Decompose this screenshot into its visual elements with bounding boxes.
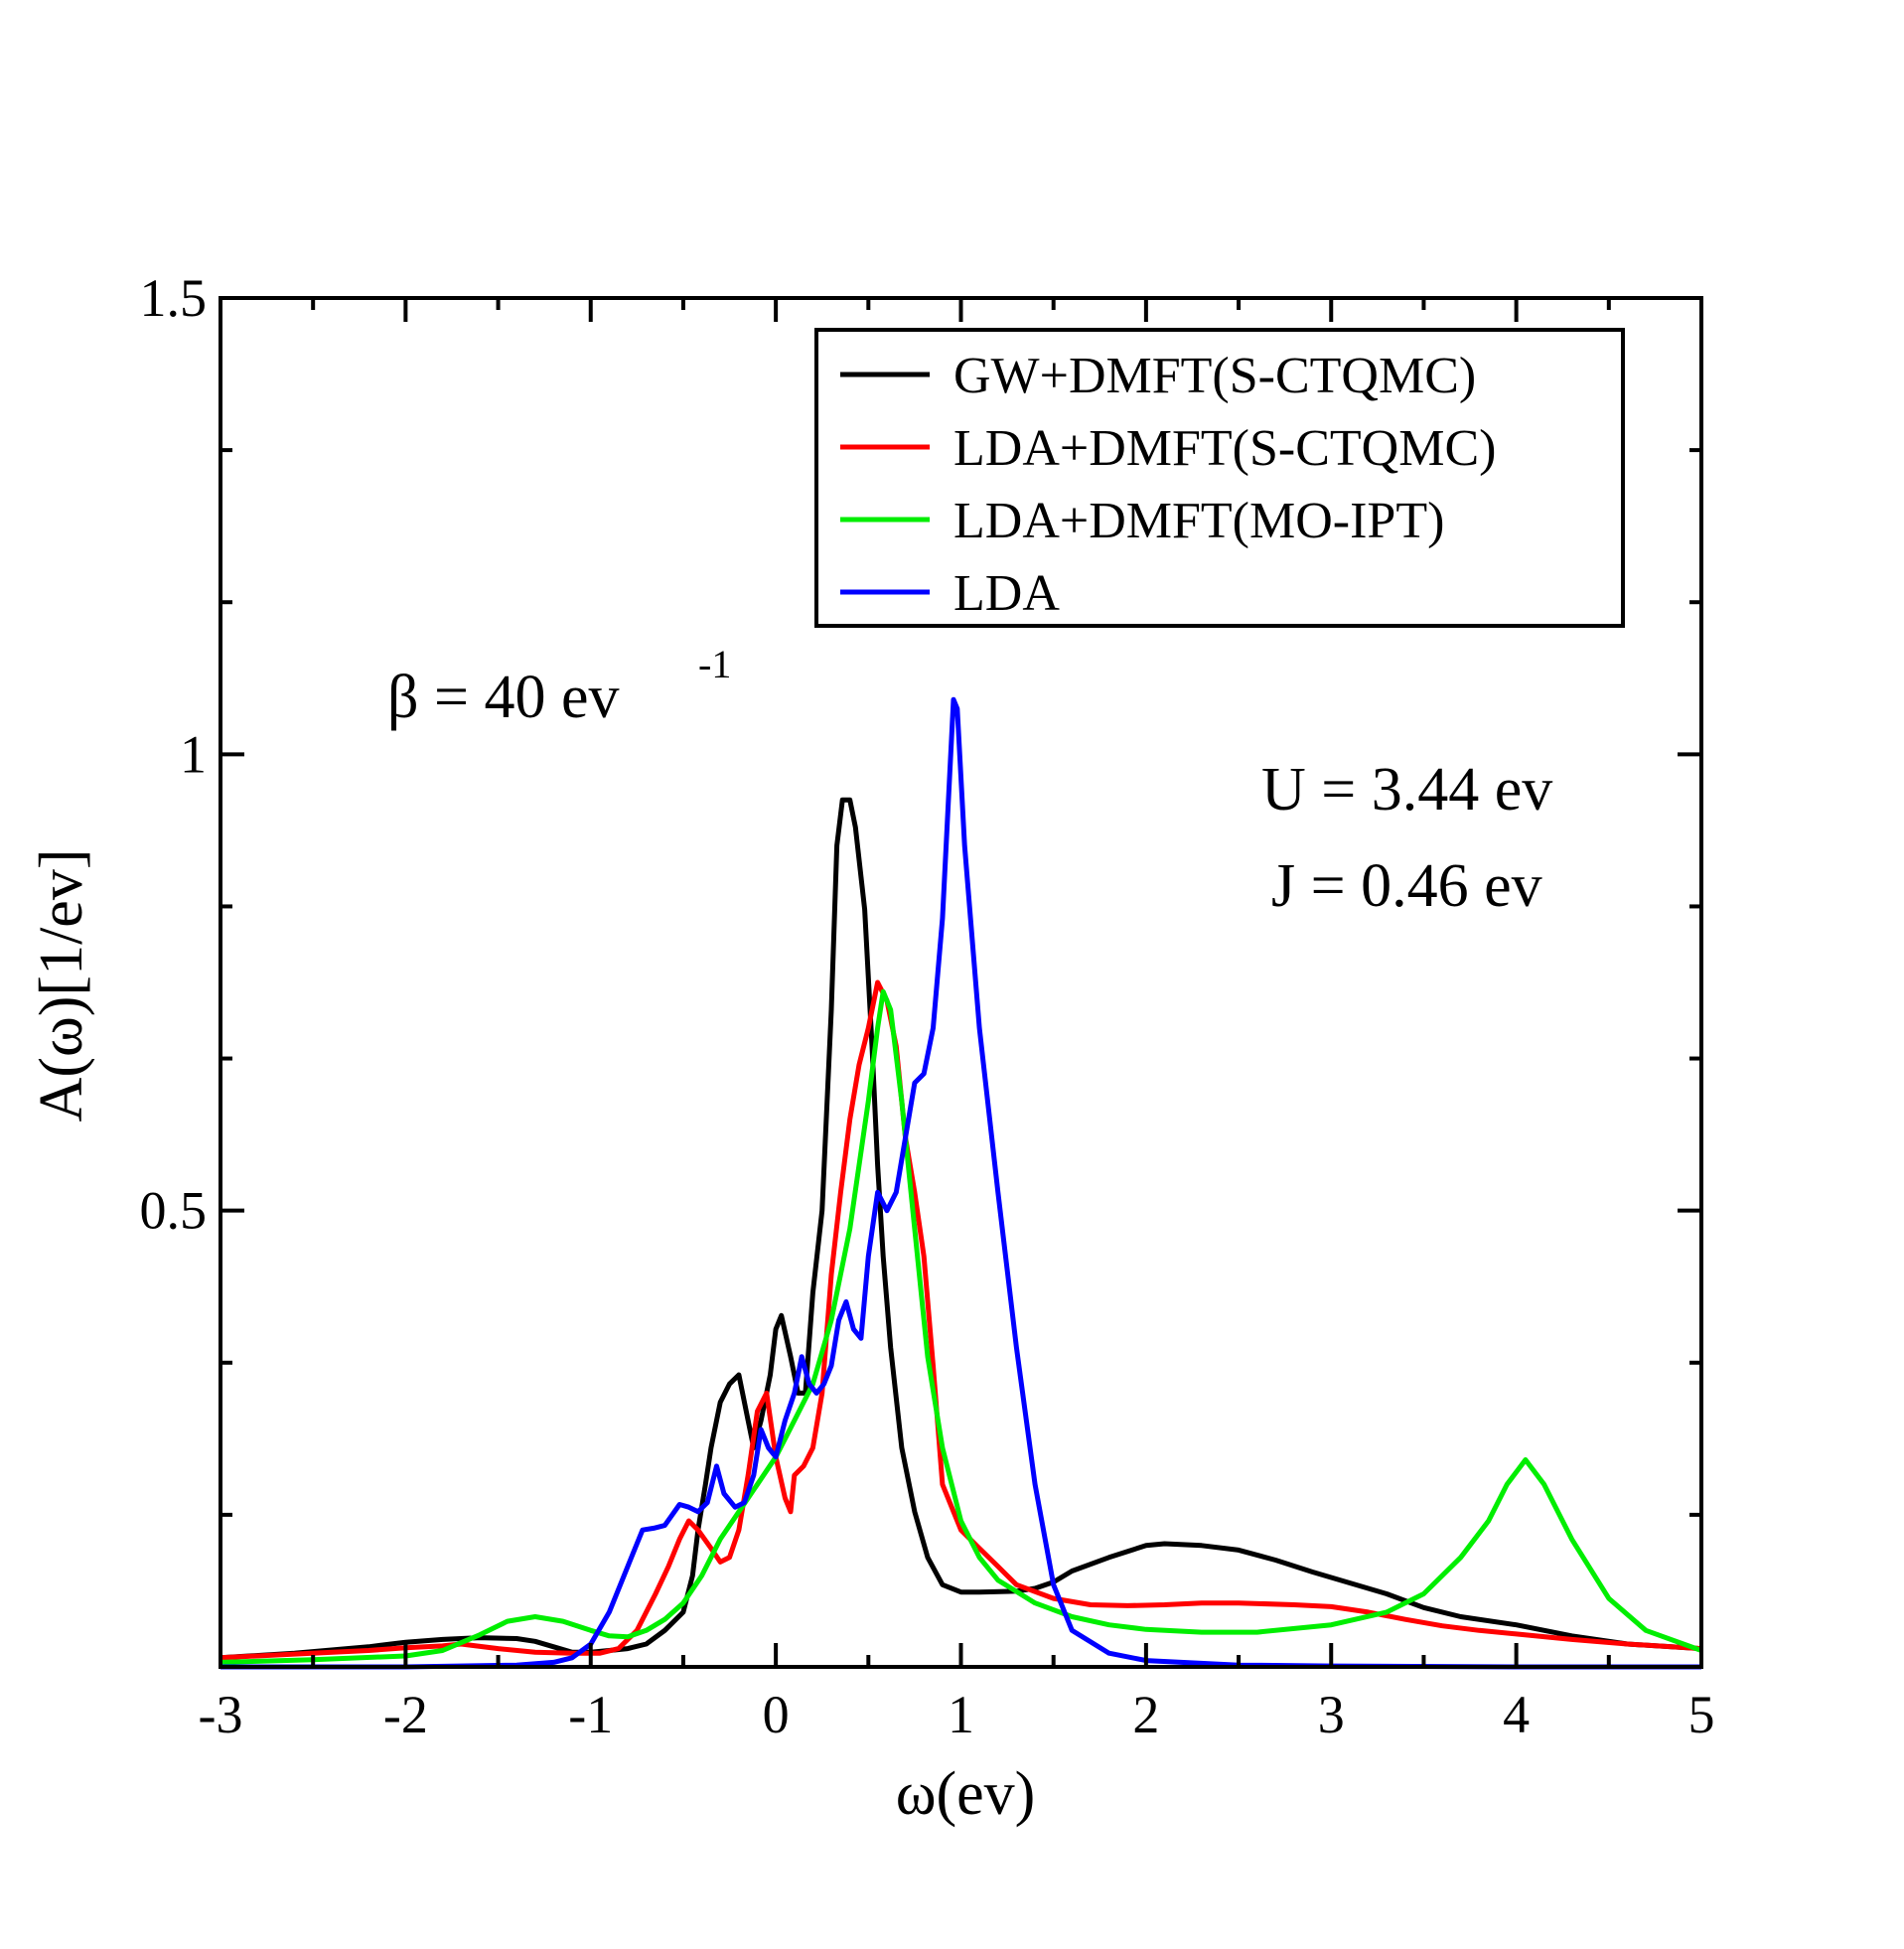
beta-annotation-text: β = 40 ev	[387, 664, 620, 731]
j-annotation: J = 0.46 ev	[1271, 852, 1542, 920]
legend-box	[814, 328, 1625, 628]
y-axis-label: A(ω)[1/ev]	[28, 849, 95, 1123]
legend-label-4: LDA	[953, 565, 1060, 622]
series-line-2	[220, 979, 1702, 1661]
legend-label-3: LDA+DMFT(MO-IPT)	[953, 493, 1444, 549]
series-line-4	[220, 696, 1701, 1670]
tick-labels: -3 -2 -1 0 1 2 3 4 5 0.5 1 1.5	[140, 268, 1715, 1744]
y-tick-label: 1.5	[140, 268, 208, 328]
beta-annotation-superscript: -1	[698, 642, 731, 686]
y-tick-label: 0.5	[140, 1181, 208, 1241]
x-tick-label: -1	[568, 1685, 613, 1744]
x-tick-label: 5	[1688, 1685, 1715, 1744]
x-tick-label: -3	[199, 1685, 243, 1744]
series-layer	[220, 696, 1702, 1670]
x-tick-label: 4	[1503, 1685, 1530, 1744]
x-axis-label: ω(ev)	[896, 1760, 1036, 1828]
x-tick-label: -2	[383, 1685, 428, 1744]
x-tick-label: 3	[1318, 1685, 1345, 1744]
y-tick-label: 1	[180, 724, 207, 784]
u-annotation: U = 3.44 ev	[1261, 756, 1552, 824]
x-tick-label: 1	[948, 1685, 974, 1744]
series-line-3	[220, 988, 1702, 1665]
plot-frame	[219, 296, 1703, 1669]
beta-annotation: β = 40 ev -1	[387, 642, 731, 731]
legend-label-2: LDA+DMFT(S-CTQMC)	[953, 420, 1496, 477]
x-tick-label: 2	[1132, 1685, 1159, 1744]
legend: GW+DMFT(S-CTQMC) LDA+DMFT(S-CTQMC) LDA+DMF…	[814, 328, 1625, 628]
legend-label-1: GW+DMFT(S-CTQMC)	[953, 348, 1476, 404]
x-tick-label: 0	[763, 1685, 790, 1744]
